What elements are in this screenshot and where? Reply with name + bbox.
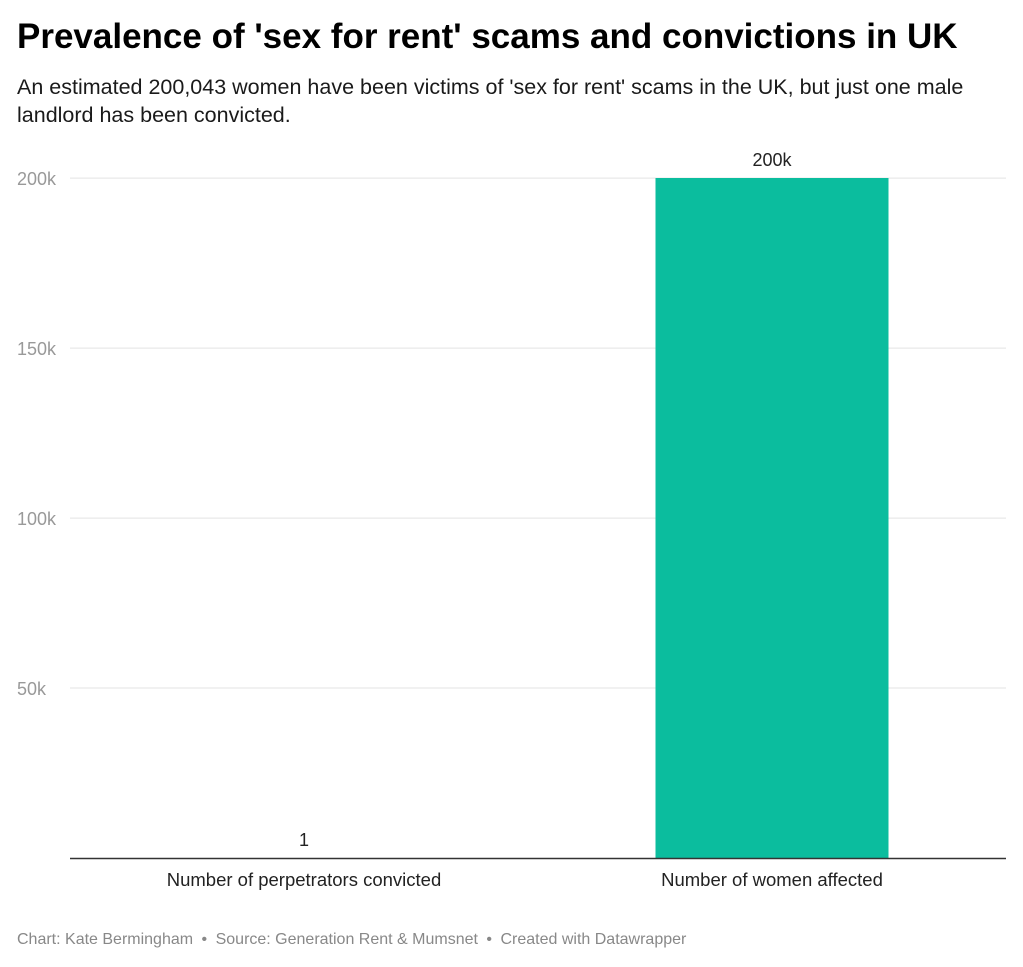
y-tick-label: 50k — [17, 679, 47, 699]
bar-chart-svg: 50k 100k 150k 200k 1 200k Number of perpetra… — [17, 150, 1006, 890]
y-tick-label: 150k — [17, 339, 57, 359]
y-axis-tick-labels: 50k 100k 150k 200k — [17, 169, 57, 699]
x-category-label: Number of perpetrators convicted — [167, 869, 442, 890]
value-labels: 1 200k — [299, 150, 793, 850]
x-category-label: Number of women affected — [661, 869, 883, 890]
footer-separator: • — [201, 931, 208, 948]
footer-separator: • — [486, 931, 493, 948]
bar-chart: 50k 100k 150k 200k 1 200k Number of perpetra… — [0, 140, 1023, 900]
y-tick-label: 200k — [17, 169, 57, 189]
chart-title: Prevalence of 'sex for rent' scams and c… — [17, 17, 958, 56]
chart-credit: Chart: Kate Bermingham — [17, 931, 194, 948]
bar — [655, 178, 889, 858]
chart-subtitle: An estimated 200,043 women have been vic… — [17, 75, 964, 127]
source-credit: Source: Generation Rent & Mumsnet — [215, 931, 478, 948]
x-axis-category-labels: Number of perpetrators convicted Number o… — [167, 869, 883, 890]
bar-value-label: 200k — [752, 150, 792, 170]
y-tick-label: 100k — [17, 509, 57, 529]
created-with-credit: Created with Datawrapper — [500, 931, 687, 948]
bar-value-label: 1 — [299, 830, 309, 850]
bars — [187, 178, 889, 858]
chart-footer: Chart: Kate Bermingham • Source: Generat… — [17, 929, 686, 951]
